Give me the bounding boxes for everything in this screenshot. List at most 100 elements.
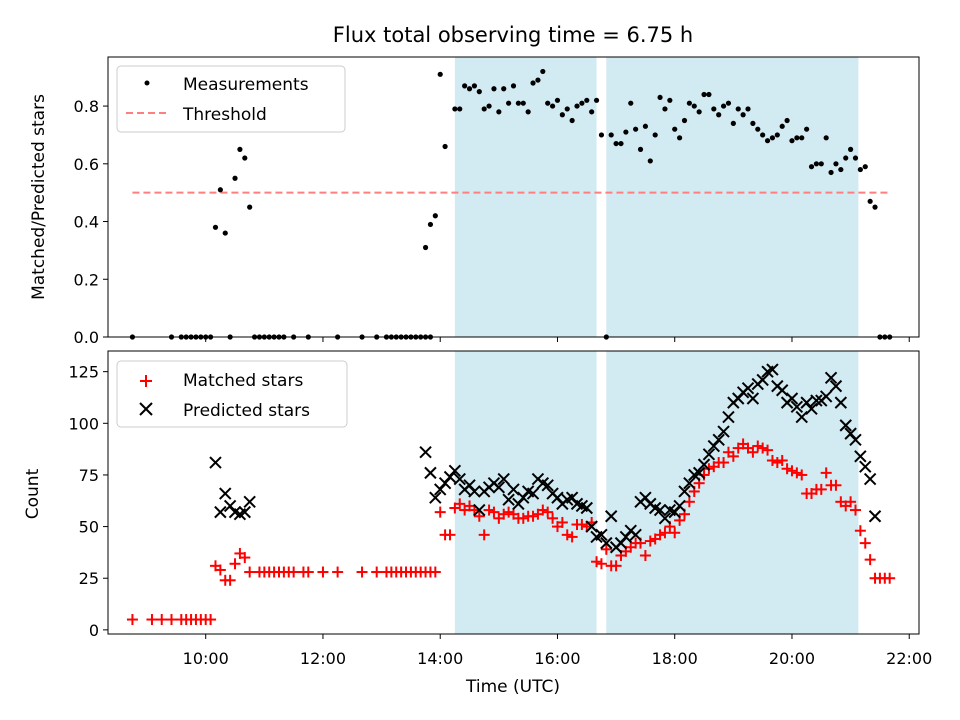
data-point-predicted-stars (746, 392, 760, 405)
data-point-predicted-stars (863, 472, 877, 486)
data-point-predicted-stars (502, 493, 515, 506)
data-point-matched-stars (669, 527, 681, 539)
data-point-matched-stars (830, 479, 842, 491)
data-point-measurements (510, 83, 517, 89)
data-point-measurements (628, 100, 634, 106)
data-point-predicted-stars (775, 384, 789, 397)
bottom-y-tick-label: 25 (79, 569, 99, 588)
data-point-matched-stars (146, 614, 158, 626)
data-point-matched-stars (820, 467, 832, 479)
data-point-measurements (432, 213, 438, 219)
data-point-matched-stars (600, 543, 612, 555)
data-point-measurements (784, 117, 790, 124)
data-point-measurements (818, 161, 824, 167)
data-point-matched-stars (537, 504, 549, 516)
x-tick-label: 16:00 (534, 649, 580, 668)
data-point-matched-stars (786, 465, 798, 477)
data-point-measurements (613, 140, 619, 147)
data-point-measurements (217, 187, 223, 193)
data-point-measurements (579, 100, 585, 106)
data-point-predicted-stars (238, 505, 252, 519)
data-point-matched-stars (639, 550, 651, 562)
legend-marker-measurements (144, 80, 150, 86)
data-point-measurements (843, 155, 849, 161)
data-point-matched-stars (205, 614, 217, 626)
bottom-y-tick-label: 100 (68, 414, 99, 433)
data-point-matched-stars (752, 440, 764, 452)
data-point-measurements (496, 109, 502, 115)
data-point-matched-stars (332, 566, 344, 578)
data-point-measurements (672, 126, 678, 132)
data-point-predicted-stars (629, 528, 642, 542)
data-point-matched-stars (864, 554, 876, 566)
x-tick-label: 12:00 (300, 649, 346, 668)
data-point-measurements (520, 100, 526, 106)
x-tick-label: 14:00 (417, 649, 463, 668)
data-point-predicted-stars (854, 450, 867, 463)
data-point-measurements (779, 123, 785, 129)
data-point-measurements (686, 100, 692, 106)
data-point-measurements (598, 132, 605, 138)
bottom-y-tick-label: 50 (79, 518, 99, 537)
data-point-predicted-stars (673, 499, 686, 513)
data-point-predicted-stars (678, 485, 691, 498)
data-point-measurements (637, 146, 644, 152)
data-point-matched-stars (166, 614, 178, 626)
data-point-predicted-stars (214, 505, 227, 519)
data-point-measurements (652, 132, 658, 138)
data-point-predicted-stars (741, 381, 755, 395)
data-point-predicted-stars (810, 394, 823, 407)
data-point-matched-stars (371, 566, 383, 578)
data-point-matched-stars (654, 529, 666, 541)
data-point-measurements (872, 204, 878, 210)
data-point-measurements (647, 158, 653, 164)
chart-title: Flux total observing time = 6.75 h (333, 23, 693, 47)
data-point-predicted-stars (790, 400, 804, 413)
bottom-panel: 0 25 50 75 100 125 Count Matched stars Predic… (23, 350, 920, 640)
legend-label-threshold: Threshold (182, 105, 267, 125)
data-point-measurements (667, 97, 673, 103)
data-point-predicted-stars (453, 472, 466, 486)
top-y-tick-label: 0.8 (74, 97, 99, 116)
data-point-predicted-stars (209, 456, 222, 469)
data-point-matched-stars (644, 535, 656, 547)
data-point-predicted-stars (712, 433, 725, 447)
data-point-matched-stars (766, 454, 778, 466)
data-point-measurements (799, 135, 805, 141)
data-point-predicted-stars (429, 491, 442, 504)
data-point-measurements (769, 135, 776, 141)
data-point-matched-stars (771, 457, 783, 469)
data-point-measurements (427, 221, 434, 228)
data-point-measurements (462, 83, 468, 89)
data-point-predicted-stars (722, 410, 735, 424)
data-point-measurements (530, 80, 536, 86)
data-point-predicted-stars (697, 458, 711, 471)
data-point-measurements (823, 135, 829, 141)
data-point-measurements (476, 89, 482, 95)
data-point-matched-stars (434, 506, 446, 518)
data-point-measurements (716, 112, 722, 118)
data-point-predicted-stars (424, 466, 437, 480)
data-point-measurements (574, 103, 580, 109)
data-point-matched-stars (239, 552, 251, 564)
data-point-measurements (696, 109, 702, 115)
data-point-measurements (833, 161, 839, 167)
data-point-measurements (857, 166, 863, 173)
data-point-measurements (422, 244, 429, 251)
data-point-predicted-stars (595, 528, 608, 542)
data-point-matched-stars (884, 572, 896, 584)
data-point-predicted-stars (756, 373, 769, 387)
data-point-matched-stars (488, 506, 500, 518)
data-point-measurements (711, 106, 717, 112)
data-point-matched-stars (776, 454, 788, 466)
data-point-measurements (232, 175, 238, 181)
top-legend: Measurements Threshold (116, 65, 346, 133)
data-point-measurements (681, 117, 688, 124)
data-point-measurements (848, 146, 854, 152)
data-point-matched-stars (849, 504, 861, 516)
data-point-predicted-stars (859, 460, 872, 473)
data-point-matched-stars (591, 556, 603, 568)
data-point-matched-stars (517, 512, 529, 524)
data-point-measurements (755, 126, 761, 132)
data-point-measurements (564, 106, 570, 112)
